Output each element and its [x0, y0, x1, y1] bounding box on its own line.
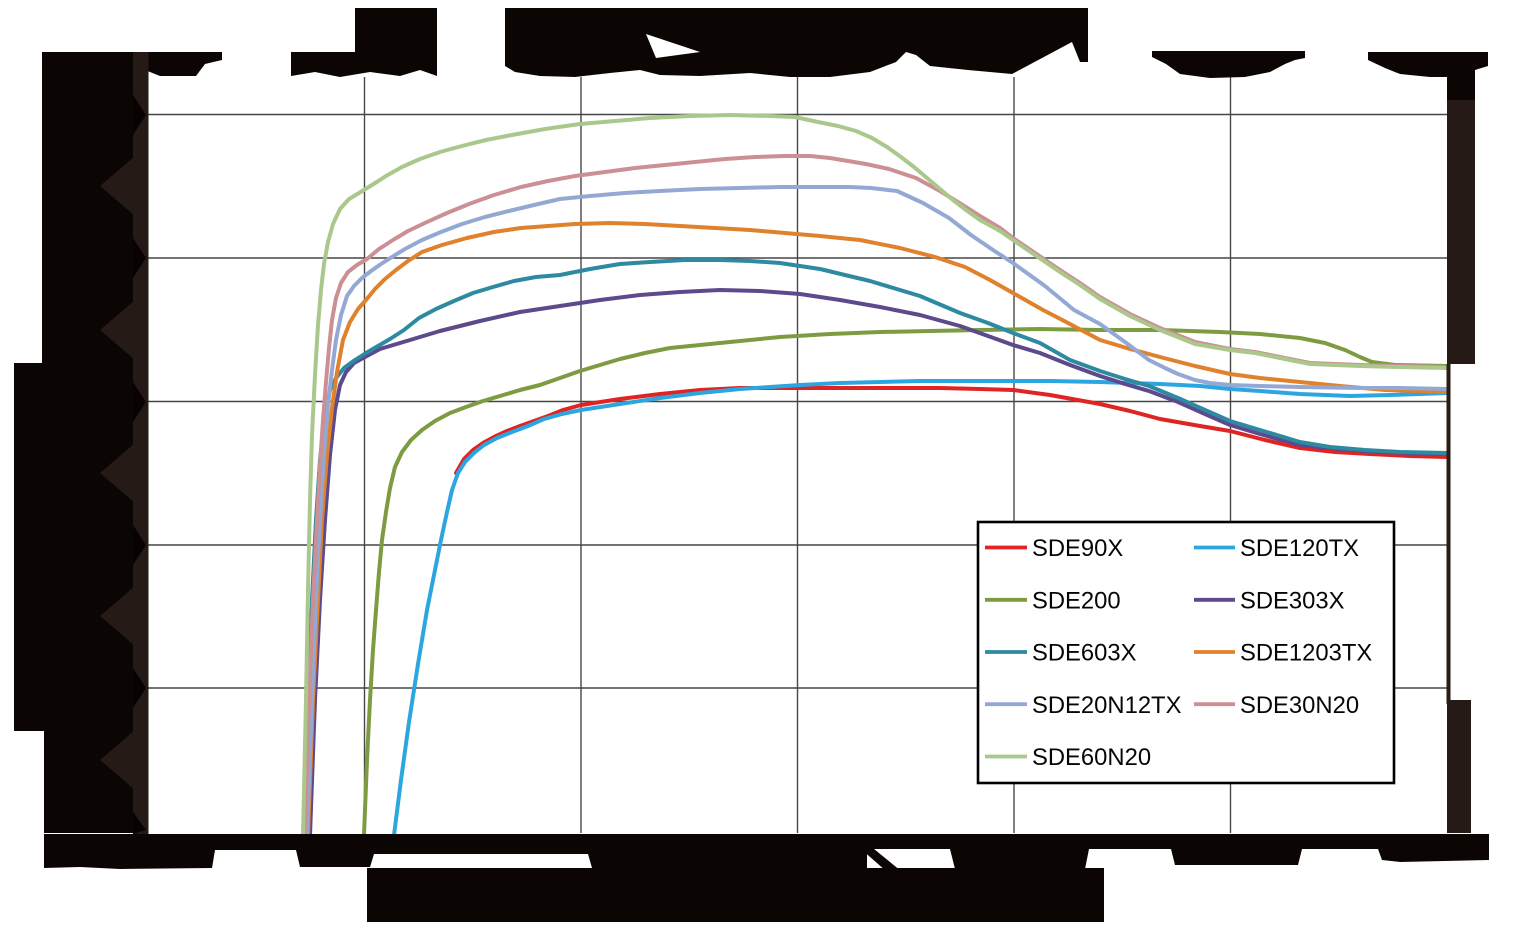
svg-text:SDE200: SDE200 [1032, 588, 1121, 615]
svg-text:SDE20N12TX: SDE20N12TX [1032, 692, 1182, 719]
svg-text:SDE90X: SDE90X [1032, 535, 1123, 562]
svg-text:SDE1203TX: SDE1203TX [1240, 640, 1372, 667]
svg-text:SDE603X: SDE603X [1032, 640, 1137, 667]
svg-text:SDE60N20: SDE60N20 [1032, 744, 1151, 771]
svg-text:SDE303X: SDE303X [1240, 588, 1345, 615]
svg-text:SDE30N20: SDE30N20 [1240, 692, 1359, 719]
svg-text:SDE120TX: SDE120TX [1240, 535, 1359, 562]
